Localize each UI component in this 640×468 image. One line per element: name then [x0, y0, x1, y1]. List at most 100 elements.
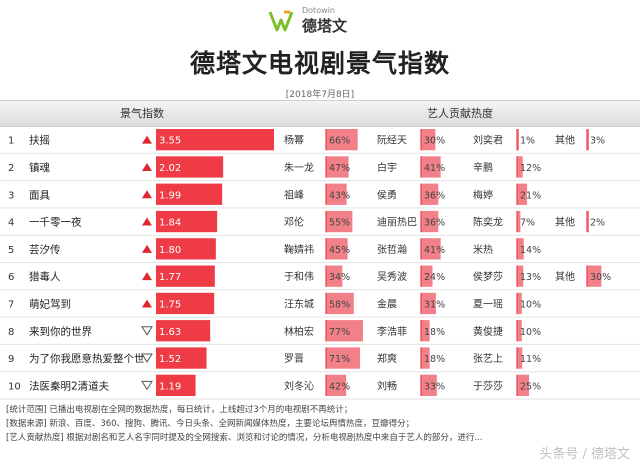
artist-name: 于和伟	[284, 270, 314, 283]
index-value-label: 3.55	[159, 136, 181, 147]
artist-share-bar	[421, 320, 430, 342]
artist-name: 米热	[473, 243, 493, 256]
artist-share-label: 30%	[590, 272, 611, 283]
artist-share-bar	[517, 156, 523, 178]
artist-name: 迪丽热巴	[377, 216, 417, 229]
artist-share-bar	[421, 156, 441, 178]
artist-share-label: 2%	[590, 218, 605, 229]
artist-share-bar	[326, 265, 343, 287]
index-bar	[156, 238, 216, 260]
chart-svg: 1 扶摇 3.55 杨幂 66% 阮经天 30% 刘奕君 1% 其他 3%2 镇魂 2.02 朱一龙 47%…	[0, 129, 640, 400]
trend-up-icon	[142, 299, 152, 308]
rank-label: 10	[8, 381, 21, 392]
artist-share-bar	[326, 292, 354, 315]
artist-share-label: 21%	[520, 190, 541, 201]
artist-share-label: 12%	[520, 163, 541, 174]
artist-share-label: 42%	[329, 381, 350, 392]
index-value-label: 1.77	[159, 272, 181, 283]
index-bar	[156, 347, 207, 369]
artist-share-bar	[517, 292, 522, 315]
logo-mark-icon	[268, 10, 294, 32]
artist-share-bar	[326, 129, 358, 151]
rank-label: 7	[8, 299, 14, 310]
artist-name: 朱一龙	[284, 161, 314, 174]
drama-title: 扶摇	[29, 134, 50, 147]
trend-up-icon	[142, 244, 152, 253]
artist-share-bar	[587, 265, 602, 287]
rank-label: 4	[8, 218, 14, 229]
index-bar	[156, 292, 215, 315]
report-date: [2018年7月8日]	[285, 90, 355, 100]
drama-title: 芸汐传	[29, 243, 61, 256]
artist-name: 刘畅	[377, 379, 397, 392]
artist-name: 阮经天	[377, 134, 407, 147]
artist-name: 其他	[555, 134, 575, 147]
artist-share-bar	[517, 129, 519, 151]
artist-name: 吴秀波	[377, 270, 407, 283]
rank-label: 3	[8, 190, 14, 201]
artist-share-bar	[326, 156, 349, 178]
trend-up-icon	[142, 135, 152, 144]
rank-label: 6	[8, 272, 14, 283]
index-bar	[156, 156, 224, 178]
artist-share-label: 36%	[424, 190, 445, 201]
drama-title: 萌妃驾到	[29, 297, 71, 310]
index-table-chart: 1 扶摇 3.55 杨幂 66% 阮经天 30% 刘奕君 1% 其他 3% 2 镇魂 2.02 朱一龙 47%…	[0, 126, 640, 400]
index-bar	[156, 265, 215, 287]
rank-label: 5	[8, 245, 14, 256]
artist-name: 黄俊捷	[473, 325, 503, 338]
artist-share-label: 34%	[329, 272, 350, 283]
artist-share-label: 25%	[520, 381, 541, 392]
artist-name: 鞠婧祎	[284, 243, 314, 256]
artist-share-bar	[517, 238, 524, 260]
drama-title: 猎毒人	[29, 270, 61, 283]
header-index: 景气指数	[120, 107, 164, 120]
artist-name: 郑爽	[377, 352, 397, 365]
index-value-label: 1.99	[159, 190, 181, 201]
brand-logo: Dotowin 德塔文	[268, 6, 378, 38]
artist-share-bar	[421, 347, 430, 369]
artist-share-bar	[587, 210, 589, 233]
artist-share-label: 43%	[329, 190, 350, 201]
index-value-label: 1.75	[159, 299, 181, 310]
artist-name: 张艺上	[473, 353, 503, 365]
artist-name: 梅婷	[473, 188, 493, 201]
artist-share-bar	[421, 265, 433, 287]
trend-down-icon	[141, 326, 153, 336]
artist-share-bar	[326, 374, 347, 396]
artist-name: 其他	[555, 270, 575, 283]
artist-share-label: 31%	[424, 299, 445, 310]
artist-share-bar	[326, 238, 348, 260]
trend-down-icon	[141, 353, 153, 363]
artist-name: 陈奕龙	[473, 216, 503, 229]
artist-share-bar	[421, 183, 439, 205]
artist-share-label: 47%	[329, 163, 350, 174]
artist-share-bar	[517, 374, 529, 396]
header-artist-heat: 艺人贡献热度	[427, 107, 493, 120]
index-bar	[156, 129, 274, 151]
artist-share-label: 66%	[329, 136, 350, 147]
index-bar	[156, 183, 223, 205]
artist-name: 杨幂	[284, 134, 304, 147]
index-value-label: 1.52	[159, 354, 181, 365]
rank-label: 2	[8, 163, 14, 174]
watermark: 头条号 / 德塔文	[539, 447, 630, 462]
artist-share-label: 11%	[520, 354, 541, 365]
artist-name: 汪东城	[284, 297, 314, 310]
drama-title: 一千零一夜	[29, 216, 82, 229]
artist-share-label: 77%	[329, 327, 350, 338]
note-source: [数据来源] 新浪、百度、360、搜狗、腾讯、今日头条、全网新闻媒体热度，主要论…	[6, 419, 415, 429]
artist-name: 白宇	[377, 161, 397, 174]
trend-down-icon	[141, 380, 153, 391]
artist-share-label: 36%	[424, 218, 445, 229]
artist-name: 林柏宏	[284, 325, 314, 338]
artist-name: 刘冬沁	[284, 379, 314, 392]
artist-share-label: 18%	[424, 327, 445, 338]
artist-share-label: 45%	[329, 245, 350, 256]
artist-share-label: 3%	[590, 136, 605, 147]
artist-share-bar	[517, 320, 522, 342]
artist-share-bar	[421, 292, 436, 315]
page-title: 德塔文电视剧景气指数	[189, 49, 450, 78]
logo-english-text: Dotowin	[302, 6, 335, 15]
rank-label: 9	[8, 354, 14, 365]
